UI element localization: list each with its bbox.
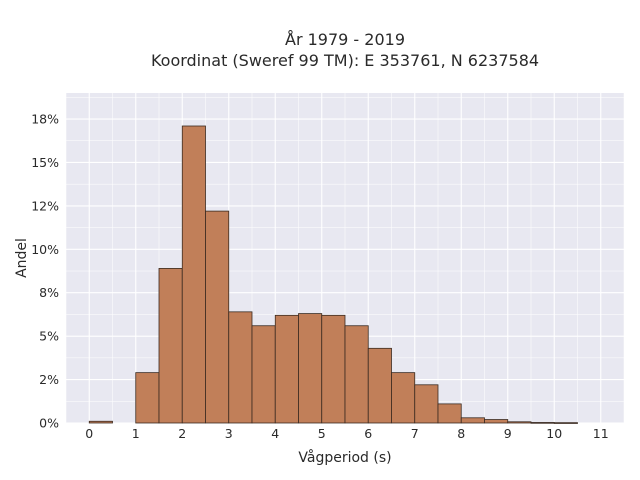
- x-tick-label: 9: [504, 426, 512, 441]
- histogram-bar: [205, 210, 230, 424]
- y-tick-label: 0%: [39, 416, 59, 431]
- y-tick-label: 18%: [31, 112, 59, 127]
- y-tick-label: 10%: [31, 242, 59, 257]
- histogram-bar: [274, 314, 299, 424]
- x-tick-label: 6: [364, 426, 372, 441]
- x-tick-label: 10: [546, 426, 562, 441]
- y-axis-label: Andel: [14, 238, 30, 278]
- histogram-bar: [298, 313, 323, 424]
- y-tick-label: 12%: [31, 198, 59, 213]
- histogram-bar: [344, 325, 369, 424]
- histogram-bar: [158, 268, 183, 424]
- histogram-bar: [507, 421, 532, 424]
- x-tick-label: 1: [132, 426, 140, 441]
- x-tick-label: 8: [457, 426, 465, 441]
- histogram-bar: [437, 403, 462, 424]
- histogram-bar: [391, 372, 416, 424]
- y-tick-label: 15%: [31, 155, 59, 170]
- x-tick-label: 3: [225, 426, 233, 441]
- x-tick-labels: 0 1 2 3 4 5 6 7 8 9 10 11: [85, 426, 608, 441]
- x-axis-label: Vågperiod (s): [298, 449, 391, 466]
- histogram-bar: [530, 422, 555, 424]
- y-tick-label: 2%: [39, 372, 59, 387]
- histogram-bar: [414, 384, 439, 424]
- histogram-bar: [251, 325, 276, 424]
- histogram-bar: [88, 420, 113, 424]
- histogram-bar: [181, 125, 206, 424]
- x-tick-label: 11: [593, 426, 609, 441]
- histogram-bar: [553, 422, 578, 424]
- x-tick-label: 7: [411, 426, 419, 441]
- x-tick-label: 4: [271, 426, 279, 441]
- y-tick-label: 8%: [39, 285, 59, 300]
- y-tick-label: 5%: [39, 329, 59, 344]
- histogram-bar: [484, 419, 509, 424]
- histogram-bar: [228, 311, 253, 424]
- x-tick-label: 2: [178, 426, 186, 441]
- chart-title-line-1: År 1979 - 2019: [285, 30, 405, 49]
- x-tick-label: 0: [85, 426, 93, 441]
- histogram-bar: [321, 314, 346, 424]
- chart-title-line-2: Koordinat (Sweref 99 TM): E 353761, N 62…: [151, 51, 539, 70]
- bars: [88, 125, 578, 424]
- y-tick-labels: 0% 2% 5% 8% 10% 12% 15% 18%: [31, 112, 59, 431]
- x-tick-label: 5: [318, 426, 326, 441]
- histogram-bar: [367, 347, 392, 424]
- histogram-bar: [135, 372, 160, 424]
- histogram-bar: [460, 417, 485, 424]
